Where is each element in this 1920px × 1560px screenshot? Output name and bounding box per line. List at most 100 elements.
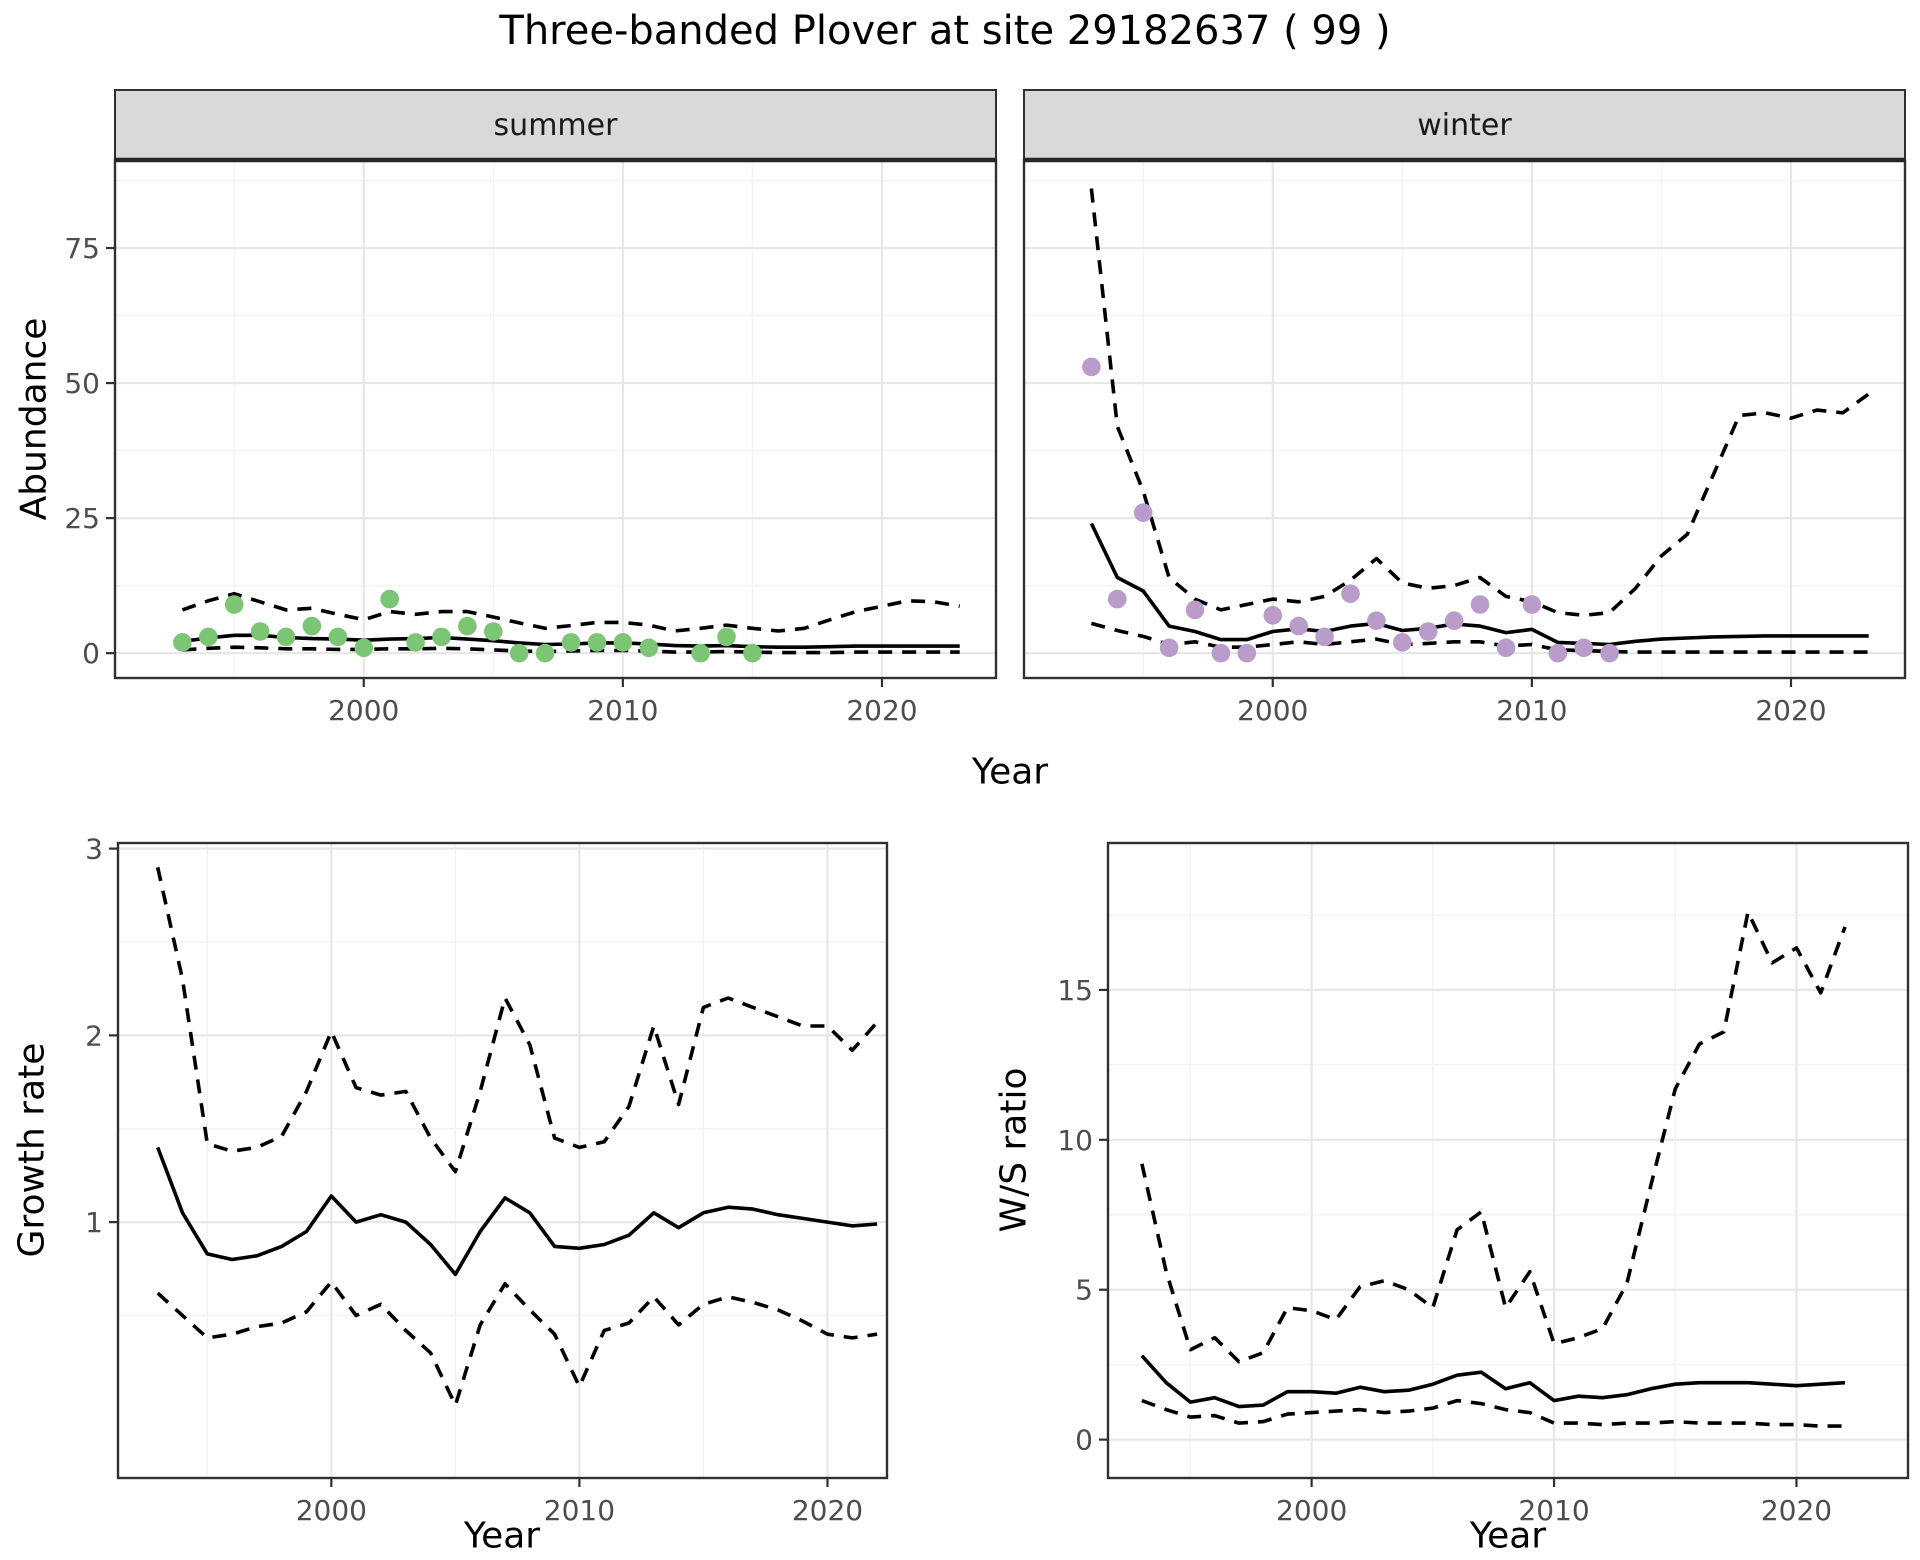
data-point — [173, 633, 192, 652]
data-point — [587, 633, 607, 652]
data-point — [406, 633, 425, 652]
data-point — [535, 643, 555, 663]
svg-text:75: 75 — [64, 232, 100, 265]
data-point — [743, 643, 762, 663]
growth-year-axis-label: Year — [463, 1515, 541, 1557]
data-point — [1367, 611, 1386, 630]
ci-lower-line — [1141, 1398, 1845, 1428]
gridlines — [118, 843, 887, 1478]
data-point — [1315, 627, 1334, 647]
ci-upper-line — [1140, 910, 1847, 1364]
svg-text:50: 50 — [64, 367, 100, 400]
data-point — [302, 616, 322, 636]
facet-strip-winter: winter — [1023, 89, 1906, 163]
data-point — [1496, 638, 1516, 658]
panel-border — [116, 841, 889, 1480]
chart-ws-ratio: 2000 2010 2020 0 5 10 15 — [1057, 841, 1910, 1527]
svg-text:2000: 2000 — [1237, 694, 1308, 727]
data-point — [1185, 600, 1205, 620]
fit-line — [1140, 1354, 1846, 1409]
x-axis-ticks: 2000 2010 2020 — [296, 1478, 863, 1527]
data-point — [639, 638, 659, 658]
ci-lower-line — [156, 1280, 878, 1407]
data-point — [509, 643, 529, 663]
svg-text:25: 25 — [64, 502, 100, 535]
svg-text:2000: 2000 — [328, 694, 399, 727]
data-point — [1211, 643, 1231, 663]
data-point — [328, 627, 348, 647]
x-axis-ticks: 2000 2010 2020 — [328, 678, 918, 727]
data-point — [458, 616, 477, 636]
data-point — [199, 627, 218, 647]
data-point — [1393, 633, 1412, 652]
data-point — [1263, 606, 1283, 625]
data-point — [1418, 622, 1438, 641]
top-year-axis-label: Year — [971, 751, 1049, 793]
svg-text:3: 3 — [85, 833, 103, 866]
data-points — [1082, 357, 1619, 663]
y-axis-ticks: 0 25 50 75 — [64, 232, 115, 670]
data-point — [1133, 503, 1153, 522]
data-point — [1237, 643, 1257, 663]
facet-strip-label: winter — [1417, 108, 1512, 143]
svg-text:0: 0 — [1075, 1424, 1093, 1457]
data-point — [1341, 584, 1360, 603]
x-axis-ticks: 2000 2010 2020 — [1237, 678, 1827, 727]
y-axis-ticks: 1 2 3 — [85, 833, 118, 1239]
svg-text:2020: 2020 — [792, 1494, 863, 1527]
data-point — [1444, 611, 1464, 630]
gridlines — [115, 160, 996, 678]
data-point — [613, 633, 633, 652]
ws-ratio-axis-label: W/S ratio — [993, 1067, 1035, 1233]
data-point — [276, 627, 296, 647]
data-point — [1548, 643, 1568, 663]
data-point — [1289, 616, 1308, 636]
ci-upper-line — [155, 866, 879, 1174]
panel-background — [1024, 160, 1905, 678]
data-point — [224, 595, 244, 614]
svg-text:2020: 2020 — [846, 694, 917, 727]
svg-text:10: 10 — [1057, 1124, 1093, 1157]
svg-text:2010: 2010 — [1496, 694, 1567, 727]
plot-title: Three-banded Plover at site 29182637 ( 9… — [499, 8, 1391, 54]
abundance-axis-label: Abundance — [13, 317, 55, 521]
ci-upper-line — [181, 591, 961, 633]
svg-text:5: 5 — [1075, 1274, 1093, 1307]
ci-upper-line — [1089, 188, 1870, 618]
chart-growth-rate: 2000 2010 2020 1 2 3 — [85, 833, 889, 1527]
panel-background — [115, 160, 996, 678]
svg-text:0: 0 — [82, 637, 100, 670]
ws-year-axis-label: Year — [1469, 1515, 1547, 1557]
fit-line — [1089, 522, 1869, 647]
data-point — [354, 638, 374, 658]
data-point — [432, 627, 451, 647]
panel-background — [1108, 843, 1908, 1478]
data-point — [1108, 589, 1127, 609]
chart-abundance-winter: 2000 2010 2020 winter — [1022, 89, 1907, 727]
data-point — [561, 633, 581, 652]
data-point — [1082, 357, 1101, 377]
svg-text:2020: 2020 — [1755, 694, 1826, 727]
data-points — [173, 589, 762, 663]
y-axis-ticks: 0 5 10 15 — [1057, 974, 1108, 1457]
x-axis-ticks: 2000 2010 2020 — [1276, 1478, 1832, 1527]
chart-abundance-summer: 2000 2010 2020 0 25 50 75 summer — [64, 89, 998, 727]
svg-text:2: 2 — [85, 1019, 103, 1052]
data-point — [1522, 595, 1542, 614]
fit-line — [156, 1146, 878, 1277]
data-point — [250, 622, 270, 641]
data-point — [484, 622, 503, 641]
panel-border — [1106, 841, 1910, 1480]
svg-text:15: 15 — [1057, 974, 1093, 1007]
svg-text:2020: 2020 — [1761, 1494, 1832, 1527]
data-point — [380, 589, 400, 609]
data-point — [1159, 638, 1179, 658]
svg-text:2010: 2010 — [587, 694, 658, 727]
panel-background — [118, 843, 887, 1478]
data-point — [1574, 638, 1593, 658]
growth-rate-axis-label: Growth rate — [11, 1042, 53, 1258]
data-point — [691, 643, 710, 663]
svg-text:2000: 2000 — [1276, 1494, 1347, 1527]
